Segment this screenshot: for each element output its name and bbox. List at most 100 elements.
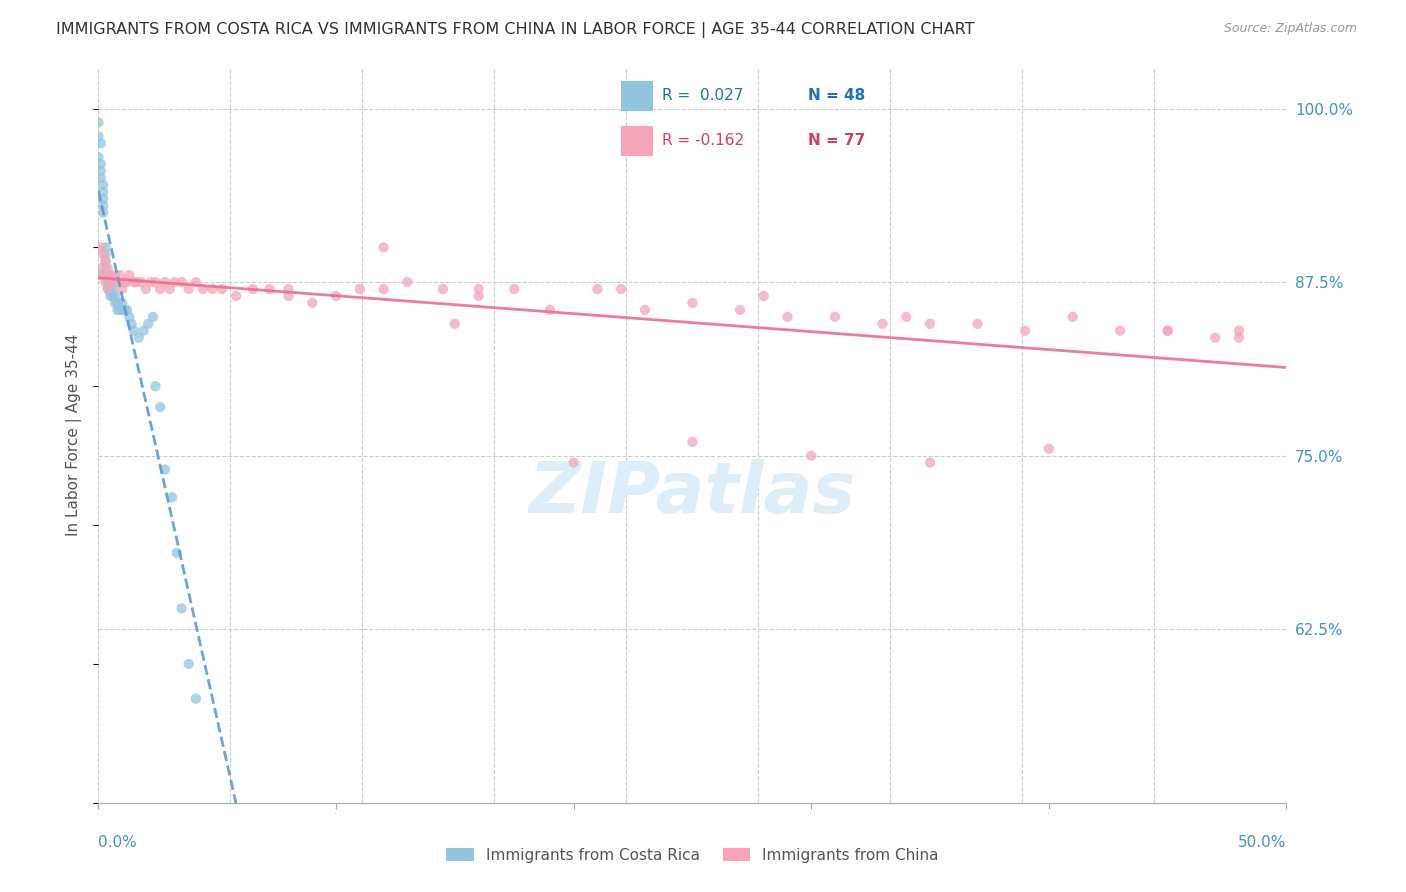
Point bbox=[562, 456, 585, 470]
Point bbox=[128, 331, 150, 345]
Point bbox=[115, 275, 138, 289]
Point bbox=[896, 310, 918, 324]
Text: IMMIGRANTS FROM COSTA RICA VS IMMIGRANTS FROM CHINA IN LABOR FORCE | AGE 35-44 C: IMMIGRANTS FROM COSTA RICA VS IMMIGRANTS… bbox=[56, 22, 974, 38]
Point bbox=[752, 289, 775, 303]
Point bbox=[184, 691, 207, 706]
Point bbox=[91, 178, 114, 192]
Point bbox=[90, 136, 112, 151]
Point bbox=[872, 317, 894, 331]
Point bbox=[118, 310, 141, 324]
Point bbox=[610, 282, 633, 296]
Text: R =  0.027: R = 0.027 bbox=[662, 88, 744, 103]
Point bbox=[90, 261, 112, 276]
Point bbox=[467, 289, 489, 303]
Point bbox=[101, 289, 124, 303]
Point bbox=[349, 282, 371, 296]
Point bbox=[681, 296, 703, 310]
Point bbox=[824, 310, 846, 324]
Point bbox=[153, 462, 176, 476]
Text: 0.0%: 0.0% bbox=[98, 836, 138, 850]
Point bbox=[101, 275, 124, 289]
Point bbox=[97, 282, 120, 296]
Point bbox=[91, 192, 114, 206]
Text: N = 77: N = 77 bbox=[808, 133, 865, 148]
Text: ZIPatlas: ZIPatlas bbox=[529, 459, 856, 528]
Point bbox=[90, 171, 112, 186]
Point bbox=[166, 546, 188, 560]
Point bbox=[98, 282, 121, 296]
Point bbox=[432, 282, 454, 296]
Point bbox=[1062, 310, 1084, 324]
Bar bbox=[621, 126, 652, 156]
Point bbox=[107, 296, 129, 310]
Point bbox=[1227, 324, 1250, 338]
Point bbox=[177, 282, 200, 296]
Point bbox=[159, 282, 181, 296]
Point bbox=[114, 302, 136, 317]
Text: Source: ZipAtlas.com: Source: ZipAtlas.com bbox=[1223, 22, 1357, 36]
Point bbox=[97, 268, 120, 282]
Point bbox=[920, 317, 942, 331]
Point bbox=[136, 317, 159, 331]
Point bbox=[966, 317, 988, 331]
Legend: Immigrants from Costa Rica, Immigrants from China: Immigrants from Costa Rica, Immigrants f… bbox=[440, 841, 945, 869]
Point bbox=[104, 296, 127, 310]
Point bbox=[98, 275, 121, 289]
Point bbox=[191, 282, 214, 296]
Point bbox=[259, 282, 281, 296]
Point bbox=[586, 282, 609, 296]
Y-axis label: In Labor Force | Age 35-44: In Labor Force | Age 35-44 bbox=[66, 334, 83, 536]
Point bbox=[277, 282, 299, 296]
Point bbox=[225, 289, 247, 303]
Point bbox=[118, 268, 141, 282]
Point bbox=[201, 282, 224, 296]
Point bbox=[1038, 442, 1060, 456]
Point bbox=[184, 275, 207, 289]
Point bbox=[242, 282, 264, 296]
Text: 50.0%: 50.0% bbox=[1239, 836, 1286, 850]
Text: N = 48: N = 48 bbox=[808, 88, 865, 103]
Point bbox=[1204, 331, 1226, 345]
Point bbox=[153, 275, 176, 289]
Text: R = -0.162: R = -0.162 bbox=[662, 133, 744, 148]
Point bbox=[91, 185, 114, 199]
Point bbox=[108, 268, 131, 282]
Point bbox=[538, 302, 561, 317]
Point bbox=[98, 275, 121, 289]
Point bbox=[1156, 324, 1178, 338]
Point bbox=[90, 164, 112, 178]
Point bbox=[920, 456, 942, 470]
Point bbox=[97, 261, 120, 276]
Point bbox=[98, 268, 121, 282]
Point bbox=[91, 199, 114, 213]
Bar bbox=[621, 81, 652, 111]
Point bbox=[800, 449, 823, 463]
Point bbox=[681, 434, 703, 449]
Point bbox=[145, 275, 167, 289]
Point bbox=[467, 282, 489, 296]
Point bbox=[160, 491, 183, 505]
Point bbox=[91, 205, 114, 219]
Point bbox=[145, 379, 167, 393]
Point bbox=[503, 282, 526, 296]
Point bbox=[91, 247, 114, 261]
Point bbox=[444, 317, 467, 331]
Point bbox=[1109, 324, 1132, 338]
Point bbox=[325, 289, 347, 303]
Point bbox=[129, 275, 152, 289]
Point bbox=[170, 601, 193, 615]
Point bbox=[87, 150, 110, 164]
Point bbox=[121, 317, 143, 331]
Point bbox=[101, 282, 124, 296]
Point bbox=[94, 254, 117, 268]
Point bbox=[87, 268, 110, 282]
Point bbox=[149, 282, 172, 296]
Point bbox=[135, 282, 157, 296]
Point bbox=[149, 400, 172, 414]
Point bbox=[94, 254, 117, 268]
Point bbox=[132, 324, 155, 338]
Point bbox=[177, 657, 200, 671]
Point bbox=[111, 296, 134, 310]
Point bbox=[277, 289, 299, 303]
Point bbox=[142, 310, 165, 324]
